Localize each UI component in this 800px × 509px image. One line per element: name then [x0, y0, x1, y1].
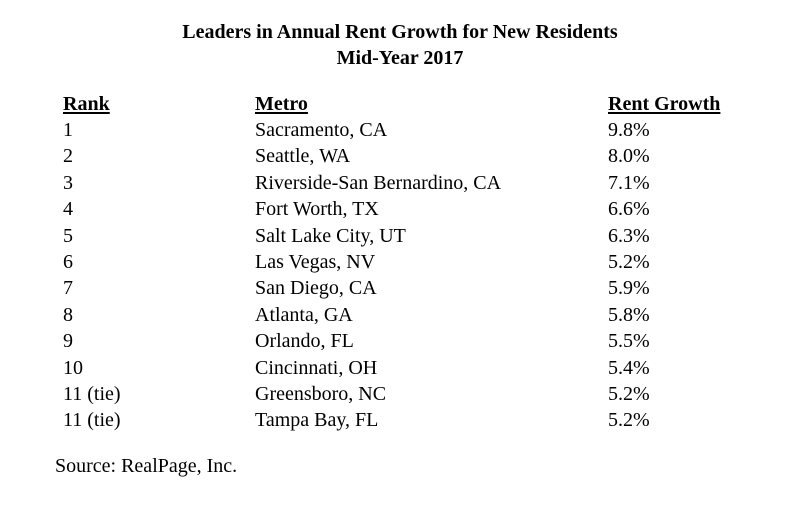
rank-cell: 1: [63, 119, 73, 141]
metro-cell: Seattle, WA: [255, 145, 351, 168]
rank-cell: 5: [63, 224, 73, 247]
table-row: 10 Cincinnati, OH 5.4%: [0, 356, 800, 382]
rank-cell: 11 (tie): [63, 382, 121, 405]
rent-growth-cell: 5.2%: [608, 382, 650, 405]
rent-growth-cell: 9.8%: [608, 119, 650, 141]
table-body: 1 Sacramento, CA 9.8% 2 Seattle, WA 8.0% 3 Rive…: [0, 118, 800, 435]
rank-cell: 10: [63, 356, 83, 379]
rent-growth-cell: 5.2%: [608, 409, 650, 432]
rent-growth-cell: 8.0%: [608, 145, 650, 168]
rent-growth-cell: 5.8%: [608, 303, 650, 326]
rank-cell: 9: [63, 330, 73, 353]
metro-cell: Greensboro, NC: [255, 382, 387, 405]
rent-growth-cell: 7.1%: [608, 171, 650, 194]
metro-cell: Atlanta, GA: [255, 303, 353, 326]
rank-cell: 7: [63, 277, 73, 300]
metro-cell: Riverside-San Bernardino, CA: [255, 171, 502, 194]
metro-cell: Salt Lake City, UT: [255, 224, 406, 247]
rank-cell: 4: [63, 198, 73, 221]
table-subtitle: Mid-Year 2017: [336, 47, 464, 69]
header-metro: Metro: [255, 93, 308, 115]
rank-cell: 3: [63, 171, 73, 194]
metro-cell: San Diego, CA: [255, 277, 377, 300]
metro-cell: Sacramento, CA: [255, 119, 388, 141]
rent-growth-cell: 5.4%: [608, 356, 650, 379]
header-rank: Rank: [63, 93, 110, 115]
rank-cell: 6: [63, 250, 73, 273]
metro-cell: Fort Worth, TX: [255, 198, 379, 221]
table-row: 2 Seattle, WA 8.0%: [0, 144, 800, 170]
rent-growth-cell: 6.3%: [608, 224, 650, 247]
rank-cell: 2: [63, 145, 73, 168]
rent-growth-cell: 5.9%: [608, 277, 650, 300]
table-row: 6 Las Vegas, NV 5.2%: [0, 250, 800, 276]
rent-growth-cell: 6.6%: [608, 198, 650, 221]
table-row: 4 Fort Worth, TX 6.6%: [0, 197, 800, 223]
metro-cell: Tampa Bay, FL: [255, 409, 379, 432]
table-row: 1 Sacramento, CA 9.8%: [0, 118, 800, 144]
rent-growth-cell: 5.5%: [608, 330, 650, 353]
table-row: 11 (tie) Tampa Bay, FL 5.2%: [0, 408, 800, 434]
rent-growth-cell: 5.2%: [608, 250, 650, 273]
rank-cell: 11 (tie): [63, 409, 121, 432]
table-row: 11 (tie) Greensboro, NC 5.2%: [0, 382, 800, 408]
header-rent-growth: Rent Growth: [608, 93, 721, 115]
table-row: 5 Salt Lake City, UT 6.3%: [0, 224, 800, 250]
metro-cell: Las Vegas, NV: [255, 250, 376, 273]
metro-cell: Orlando, FL: [255, 330, 354, 353]
table-row: 9 Orlando, FL 5.5%: [0, 329, 800, 355]
table-row: 8 Atlanta, GA 5.8%: [0, 303, 800, 329]
source-note: Source: RealPage, Inc.: [55, 455, 238, 477]
table-title: Leaders in Annual Rent Growth for New Re…: [182, 21, 618, 43]
table-row: 7 San Diego, CA 5.9%: [0, 276, 800, 302]
table-row: 3 Riverside-San Bernardino, CA 7.1%: [0, 171, 800, 197]
metro-cell: Cincinnati, OH: [255, 356, 378, 379]
rank-cell: 8: [63, 303, 73, 326]
